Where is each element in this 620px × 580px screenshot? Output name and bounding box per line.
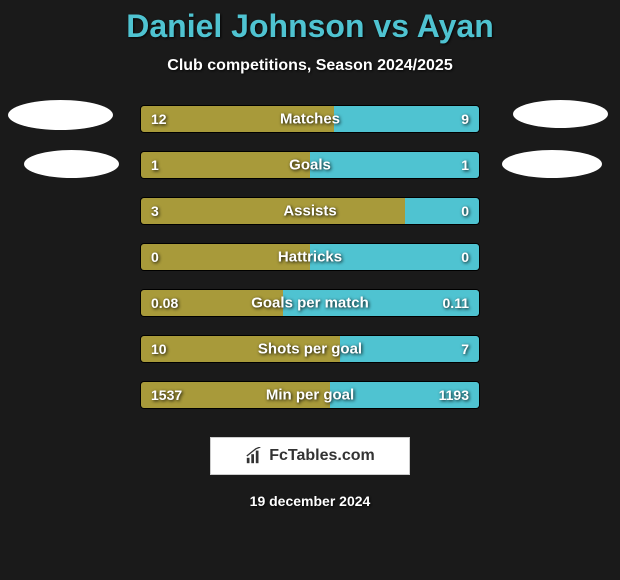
stat-value-left: 1537	[151, 387, 182, 403]
date-text: 19 december 2024	[0, 493, 620, 509]
stat-row: Shots per goal 10 7	[140, 335, 480, 363]
stat-label: Goals	[289, 157, 331, 174]
logo-box[interactable]: FcTables.com	[210, 437, 410, 475]
bar-right	[310, 152, 479, 178]
stat-value-right: 9	[461, 111, 469, 127]
bar-left	[141, 198, 405, 224]
stat-label: Shots per goal	[258, 341, 362, 358]
player-photo-right-2	[502, 150, 602, 178]
comparison-container: Daniel Johnson vs Ayan Club competitions…	[0, 0, 620, 580]
player-photo-right-1	[513, 100, 608, 128]
page-title: Daniel Johnson vs Ayan	[0, 8, 620, 45]
subtitle: Club competitions, Season 2024/2025	[0, 57, 620, 75]
bar-left	[141, 152, 310, 178]
stat-label: Goals per match	[251, 295, 369, 312]
bars-container: Matches 12 9 Goals 1 1 Assists 3 0 Hattricks 0 0 Goa…	[140, 105, 480, 409]
stat-row: Goals per match 0.08 0.11	[140, 289, 480, 317]
stat-row: Min per goal 1537 1193	[140, 381, 480, 409]
stat-label: Assists	[283, 203, 336, 220]
logo-icon	[245, 447, 263, 465]
stat-value-right: 1193	[439, 387, 469, 403]
stats-area: Matches 12 9 Goals 1 1 Assists 3 0 Hattricks 0 0 Goa…	[0, 105, 620, 409]
stat-value-left: 0	[151, 249, 159, 265]
stat-row: Assists 3 0	[140, 197, 480, 225]
logo-text: FcTables.com	[269, 447, 375, 465]
stat-value-left: 1	[151, 157, 159, 173]
stat-label: Min per goal	[266, 387, 354, 404]
stat-value-right: 7	[461, 341, 469, 357]
stat-row: Matches 12 9	[140, 105, 480, 133]
stat-value-right: 0.11	[443, 295, 469, 311]
bar-right	[334, 106, 479, 132]
stat-row: Goals 1 1	[140, 151, 480, 179]
stat-label: Hattricks	[278, 249, 342, 266]
stat-value-left: 12	[151, 111, 167, 127]
stat-label: Matches	[280, 111, 340, 128]
stat-value-left: 10	[151, 341, 167, 357]
stat-value-left: 3	[151, 203, 159, 219]
player-photo-left-2	[24, 150, 119, 178]
player-photo-left-1	[8, 100, 113, 130]
stat-row: Hattricks 0 0	[140, 243, 480, 271]
stat-value-right: 0	[461, 249, 469, 265]
stat-value-right: 0	[461, 203, 469, 219]
stat-value-right: 1	[461, 157, 469, 173]
stat-value-left: 0.08	[151, 295, 178, 311]
